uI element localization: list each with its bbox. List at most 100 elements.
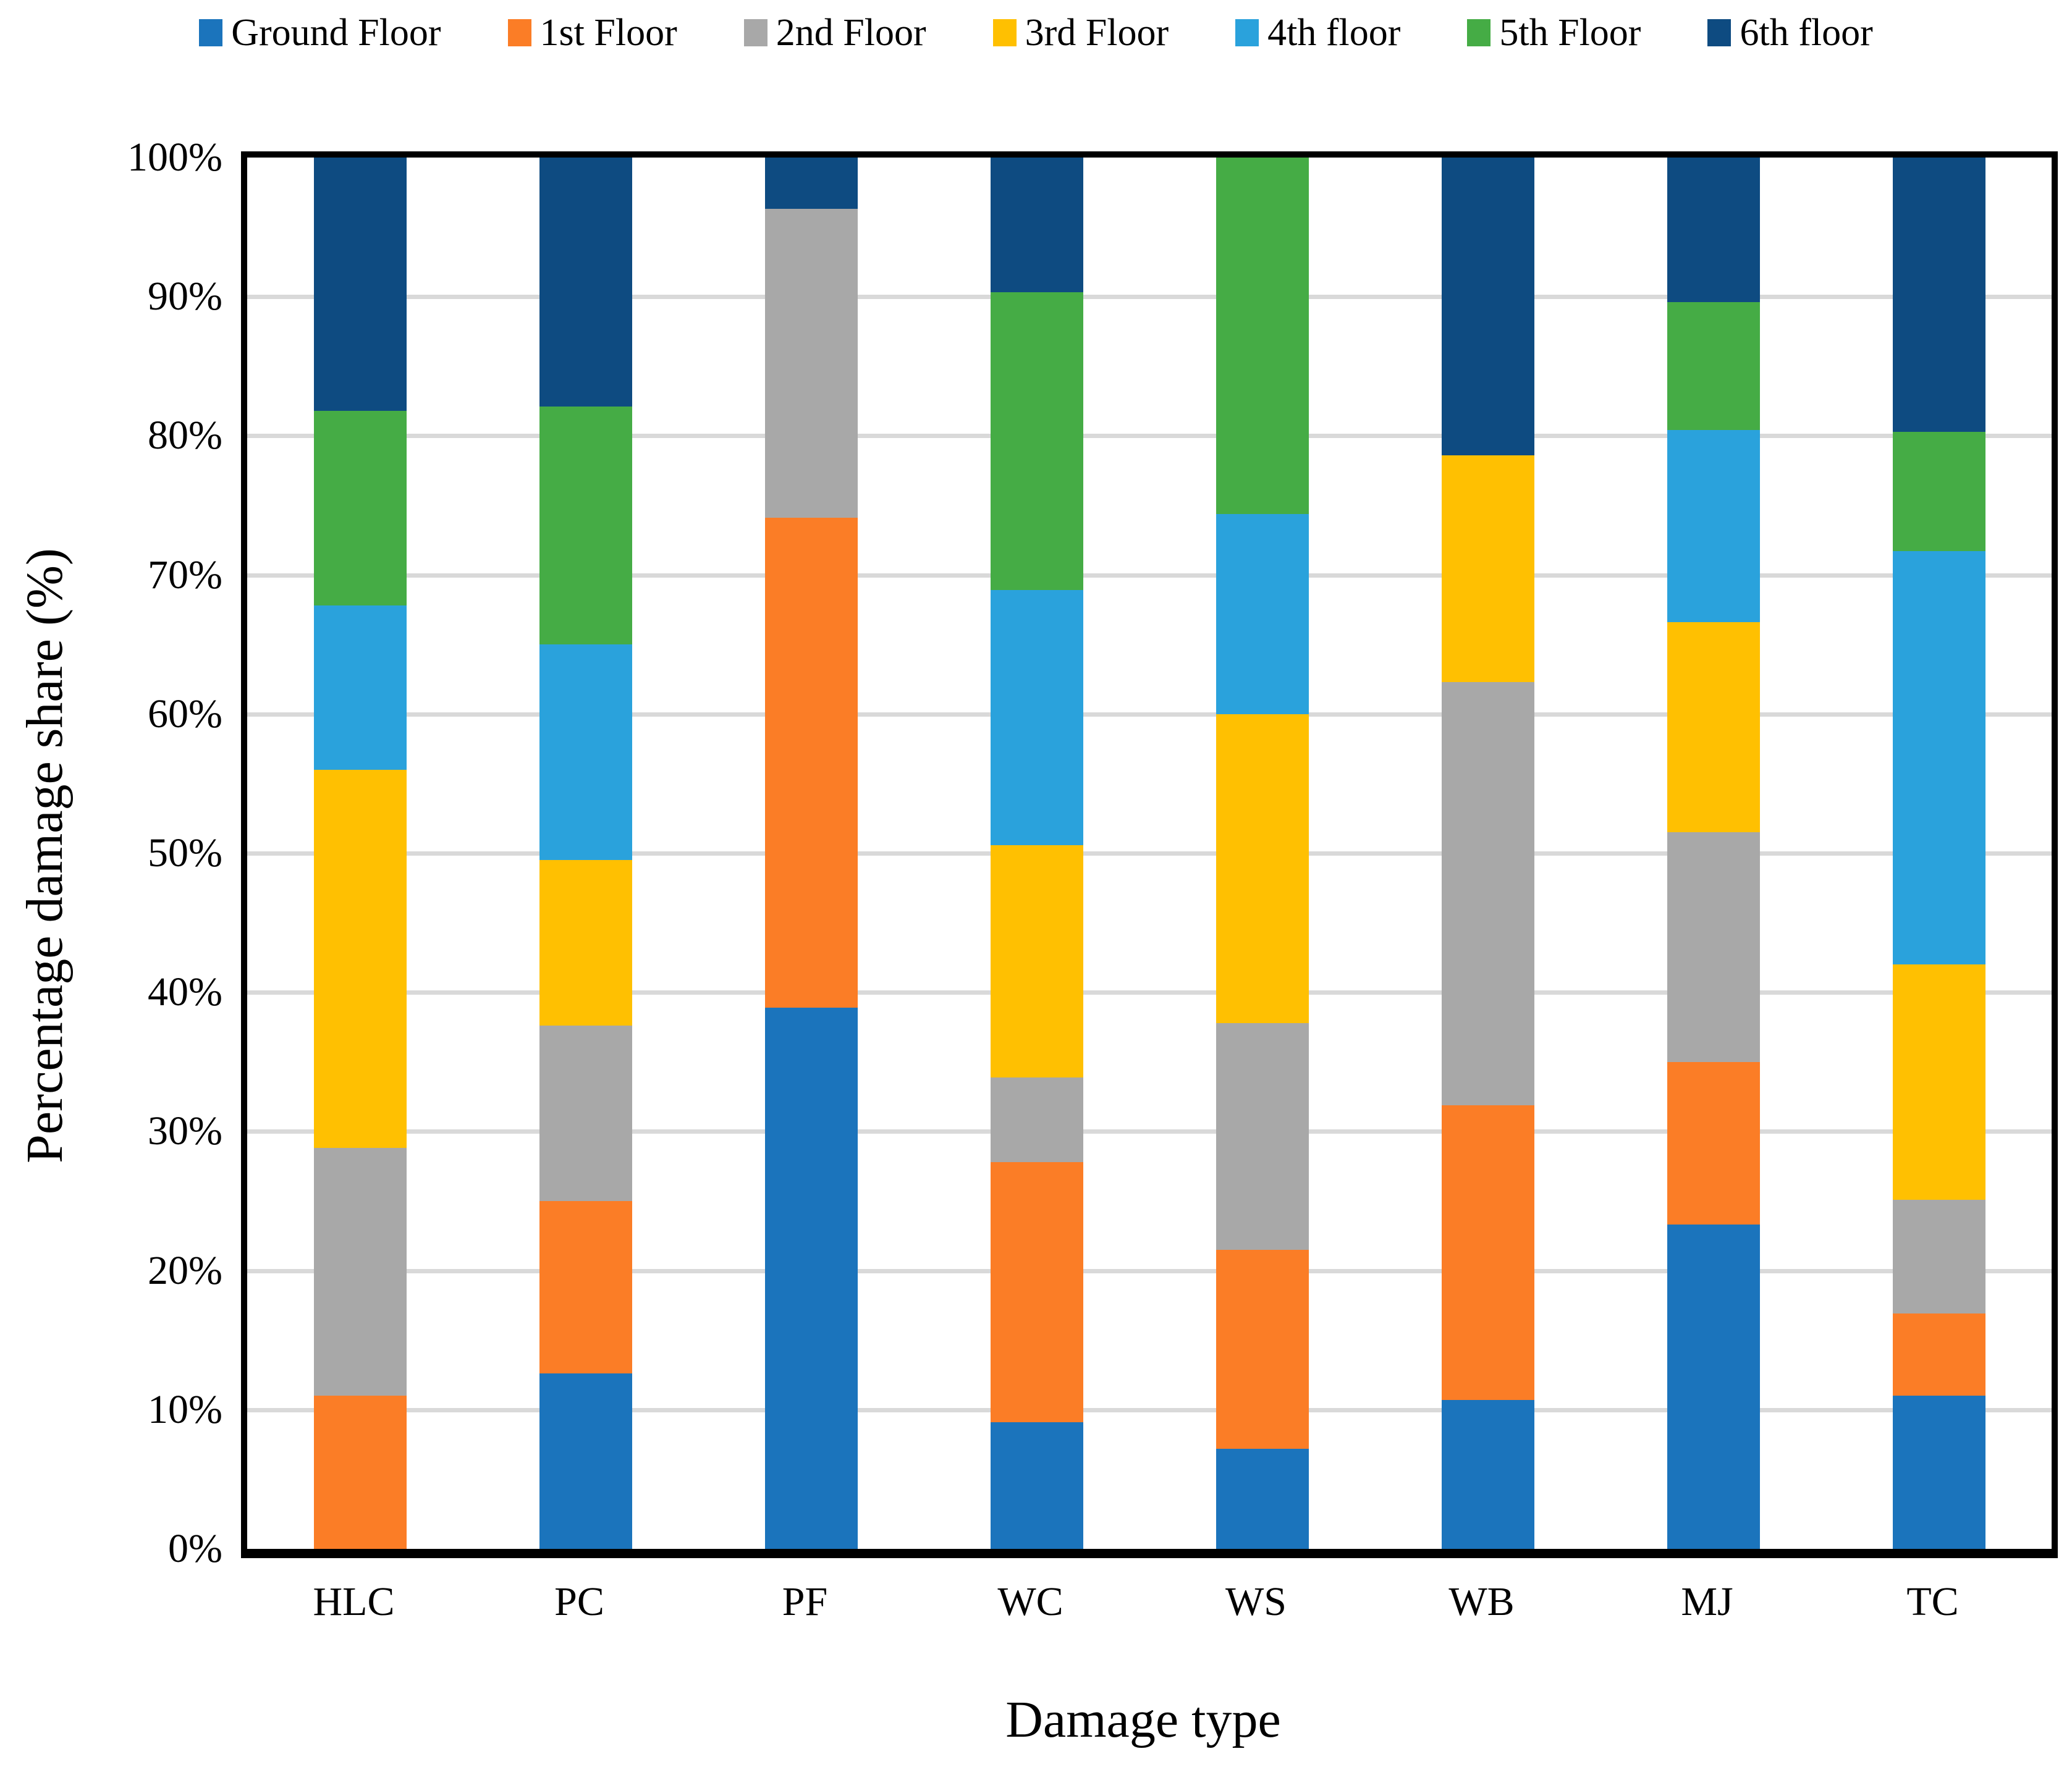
bar-segment	[313, 1396, 407, 1549]
legend-item: 6th floor	[1707, 12, 1873, 54]
bar-segment	[539, 158, 632, 407]
bar-segment	[764, 209, 858, 518]
legend-item: 3rd Floor	[992, 14, 1169, 52]
x-tick-label: WB	[1448, 1579, 1515, 1624]
bar-segment	[539, 1201, 632, 1374]
bar-segment	[1216, 714, 1309, 1023]
bar-segment	[1667, 622, 1760, 833]
legend-color-swatch	[507, 19, 531, 46]
bar-segment	[1667, 158, 1760, 303]
gridline	[247, 1129, 2052, 1134]
gridline	[247, 1268, 2052, 1273]
bar-segment	[539, 644, 632, 861]
bar-mj	[1667, 158, 1760, 1549]
y-tick-label: 60%	[148, 691, 222, 736]
legend-item: 2nd Floor	[743, 12, 926, 54]
x-tick-label: WS	[1225, 1579, 1287, 1624]
legend-color-swatch	[1707, 19, 1732, 46]
x-tick-label: HLC	[313, 1579, 395, 1624]
bar-segment	[313, 769, 407, 1149]
y-tick-label: 20%	[148, 1247, 222, 1293]
bar-segment	[1441, 455, 1534, 683]
legend-color-swatch	[992, 19, 1017, 46]
legend-label: 4th floor	[1267, 12, 1401, 54]
gridline	[247, 712, 2052, 717]
bar-segment	[764, 518, 858, 1008]
legend-item: 5th Floor	[1467, 14, 1641, 52]
legend-item: Ground Floor	[199, 14, 441, 52]
bar-segment	[313, 1148, 407, 1396]
bar-segment	[1892, 1396, 1985, 1549]
bar-segment	[764, 158, 858, 209]
legend-color-swatch	[743, 19, 767, 46]
bar-segment	[313, 605, 407, 770]
bar-wc	[990, 158, 1083, 1549]
legend-label: 2nd Floor	[776, 12, 926, 54]
x-axis-title: Damage type	[1005, 1691, 1281, 1748]
gridline	[247, 990, 2052, 995]
bar-segment	[990, 1077, 1083, 1162]
bar-segment	[539, 1373, 632, 1549]
bar-segment	[1441, 158, 1534, 455]
x-tick-label: PF	[782, 1579, 828, 1624]
bar-segment	[990, 845, 1083, 1077]
bar-segment	[990, 590, 1083, 845]
bar-segment	[1892, 158, 1985, 432]
gridline	[247, 573, 2052, 578]
bar-segment	[1216, 1448, 1309, 1549]
y-tick-label: 80%	[148, 413, 222, 458]
bar-segment	[539, 407, 632, 645]
x-tick-label: TC	[1906, 1579, 1959, 1624]
bar-segment	[539, 1026, 632, 1201]
bar-segment	[764, 1007, 858, 1549]
bar-segment	[313, 158, 407, 411]
bar-segment	[1892, 1313, 1985, 1396]
legend-label: 6th floor	[1740, 12, 1873, 54]
y-tick-label: 70%	[148, 552, 222, 597]
legend-color-swatch	[199, 19, 223, 46]
bar-segment	[1667, 302, 1760, 431]
legend-item: 4th floor	[1235, 14, 1400, 52]
bar-segment	[990, 292, 1083, 591]
bar-segment	[539, 860, 632, 1026]
bar-ws	[1216, 158, 1309, 1549]
bar-pf	[764, 158, 858, 1549]
gridline	[247, 434, 2052, 439]
bar-segment	[1441, 1400, 1534, 1549]
x-tick-label: PC	[554, 1579, 604, 1624]
y-tick-label: 40%	[148, 969, 222, 1015]
y-tick-label: 50%	[148, 830, 222, 875]
bar-segment	[1667, 832, 1760, 1062]
plot-area	[241, 151, 2058, 1558]
gridline	[247, 1407, 2052, 1412]
y-tick-label: 10%	[148, 1386, 222, 1432]
legend-color-swatch	[1467, 19, 1491, 46]
x-tick-label: WC	[997, 1579, 1063, 1624]
bar-segment	[990, 1422, 1083, 1549]
y-tick-label: 90%	[148, 274, 222, 319]
bar-segment	[1667, 1225, 1760, 1549]
bar-segment	[1441, 682, 1534, 1105]
bar-segment	[313, 410, 407, 606]
y-tick-label: 100%	[127, 135, 222, 180]
legend-label: 5th Floor	[1499, 12, 1641, 54]
bar-segment	[1441, 1105, 1534, 1401]
bar-segment	[990, 158, 1083, 293]
legend-label: Ground Floor	[231, 12, 441, 54]
y-tick-label: 0%	[168, 1526, 222, 1571]
bar-segment	[1667, 1061, 1760, 1225]
chart-legend: Ground Floor 1st Floor 2nd Floor 3rd Floor 4…	[0, 5, 2072, 61]
gridline	[247, 295, 2052, 300]
y-tick-label: 30%	[148, 1108, 222, 1154]
bar-segment	[1667, 430, 1760, 623]
legend-item: 1st Floor	[507, 14, 677, 52]
bar-hlc	[313, 158, 407, 1549]
bar-segment	[1216, 1249, 1309, 1449]
bar-tc	[1892, 158, 1985, 1549]
bar-segment	[1892, 964, 1985, 1200]
bar-segment	[990, 1162, 1083, 1423]
bar-pc	[539, 158, 632, 1549]
bar-segment	[1216, 513, 1309, 714]
bar-segment	[1216, 1022, 1309, 1250]
